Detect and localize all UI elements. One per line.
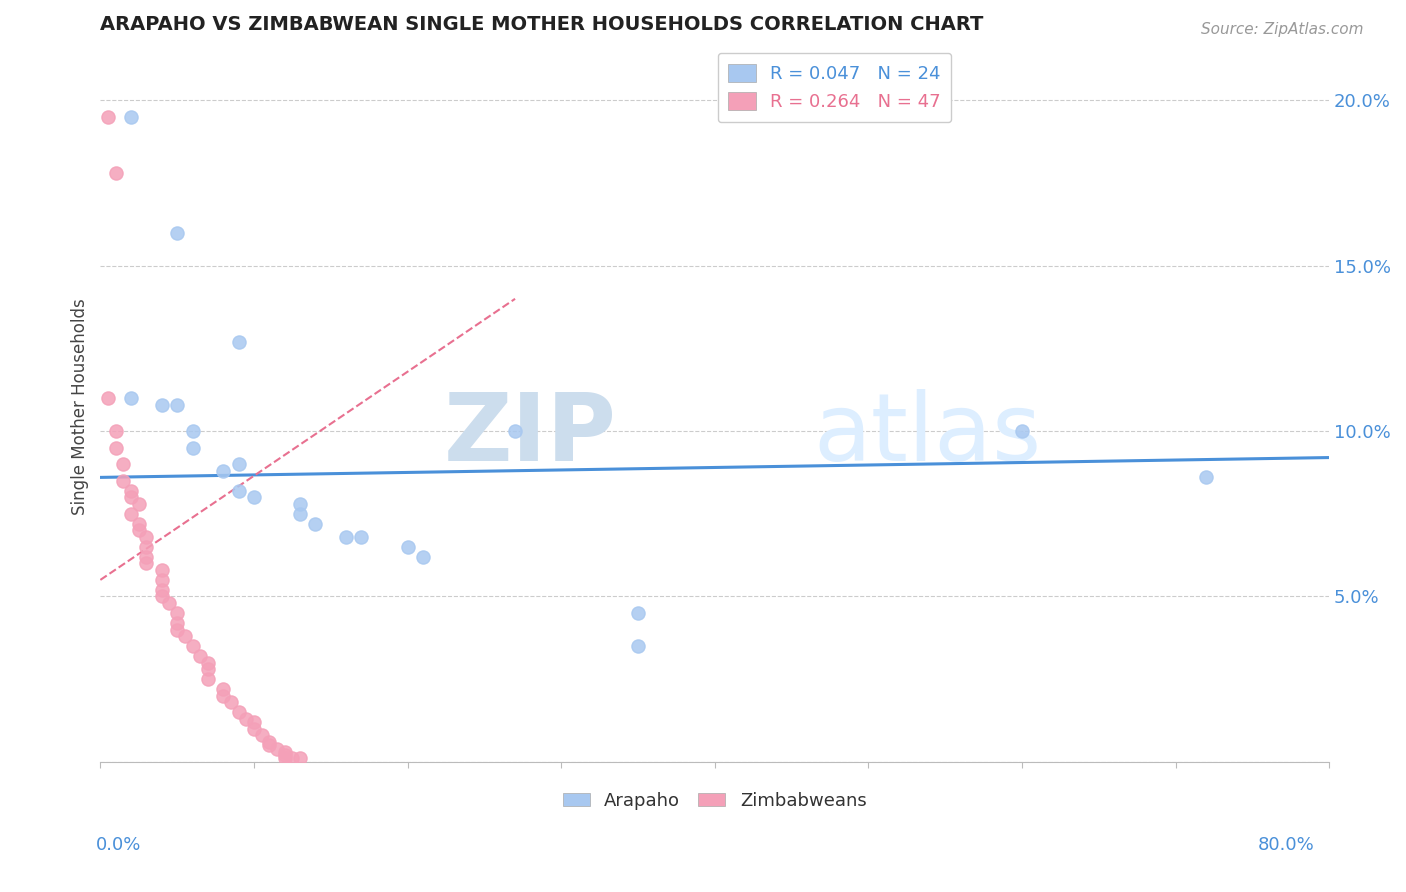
Point <box>197 656 219 670</box>
Point <box>1195 470 1218 484</box>
Point <box>197 672 219 686</box>
Point <box>166 606 188 620</box>
Point <box>166 398 188 412</box>
Point <box>135 557 157 571</box>
Text: atlas: atlas <box>813 389 1042 481</box>
Point <box>228 457 250 471</box>
Point <box>250 728 273 742</box>
Point <box>120 391 142 405</box>
Point <box>212 464 235 478</box>
Point <box>243 715 266 730</box>
Text: Source: ZipAtlas.com: Source: ZipAtlas.com <box>1201 22 1364 37</box>
Point <box>259 735 281 749</box>
Point <box>350 530 373 544</box>
Point <box>159 596 181 610</box>
Point <box>150 563 173 577</box>
Point <box>288 751 311 765</box>
Point <box>181 424 204 438</box>
Point <box>166 615 188 630</box>
Point <box>120 483 142 498</box>
Point <box>243 490 266 504</box>
Point <box>273 748 295 763</box>
Point <box>150 590 173 604</box>
Point <box>97 391 120 405</box>
Y-axis label: Single Mother Households: Single Mother Households <box>72 298 89 515</box>
Point <box>188 648 211 663</box>
Point <box>112 457 135 471</box>
Point <box>212 689 235 703</box>
Point <box>304 516 326 531</box>
Point <box>104 441 127 455</box>
Point <box>135 530 157 544</box>
Point <box>288 497 311 511</box>
Point <box>97 110 120 124</box>
Point <box>112 474 135 488</box>
Text: 80.0%: 80.0% <box>1258 836 1315 854</box>
Point <box>228 705 250 719</box>
Point <box>266 741 288 756</box>
Legend: Arapaho, Zimbabweans: Arapaho, Zimbabweans <box>555 784 875 817</box>
Point <box>396 540 419 554</box>
Point <box>120 490 142 504</box>
Point <box>150 398 173 412</box>
Point <box>281 751 304 765</box>
Point <box>273 751 295 765</box>
Point <box>235 712 257 726</box>
Point <box>104 166 127 180</box>
Point <box>128 516 150 531</box>
Point <box>335 530 357 544</box>
Point <box>120 507 142 521</box>
Point <box>273 745 295 759</box>
Text: ZIP: ZIP <box>443 389 616 481</box>
Point <box>181 441 204 455</box>
Point <box>219 695 242 709</box>
Text: ARAPAHO VS ZIMBABWEAN SINGLE MOTHER HOUSEHOLDS CORRELATION CHART: ARAPAHO VS ZIMBABWEAN SINGLE MOTHER HOUS… <box>100 15 984 34</box>
Point <box>135 549 157 564</box>
Point <box>259 738 281 752</box>
Point <box>288 507 311 521</box>
Point <box>228 483 250 498</box>
Point <box>228 334 250 349</box>
Point <box>503 424 526 438</box>
Point <box>627 606 650 620</box>
Point <box>128 497 150 511</box>
Point <box>173 629 195 643</box>
Point <box>197 662 219 676</box>
Point <box>128 524 150 538</box>
Point <box>150 573 173 587</box>
Text: 0.0%: 0.0% <box>96 836 141 854</box>
Point <box>1011 424 1033 438</box>
Point <box>104 424 127 438</box>
Point <box>135 540 157 554</box>
Point <box>627 639 650 653</box>
Point <box>120 110 142 124</box>
Point <box>412 549 434 564</box>
Point <box>243 722 266 736</box>
Point <box>166 623 188 637</box>
Point <box>181 639 204 653</box>
Point <box>212 681 235 696</box>
Point <box>166 226 188 240</box>
Point <box>150 582 173 597</box>
